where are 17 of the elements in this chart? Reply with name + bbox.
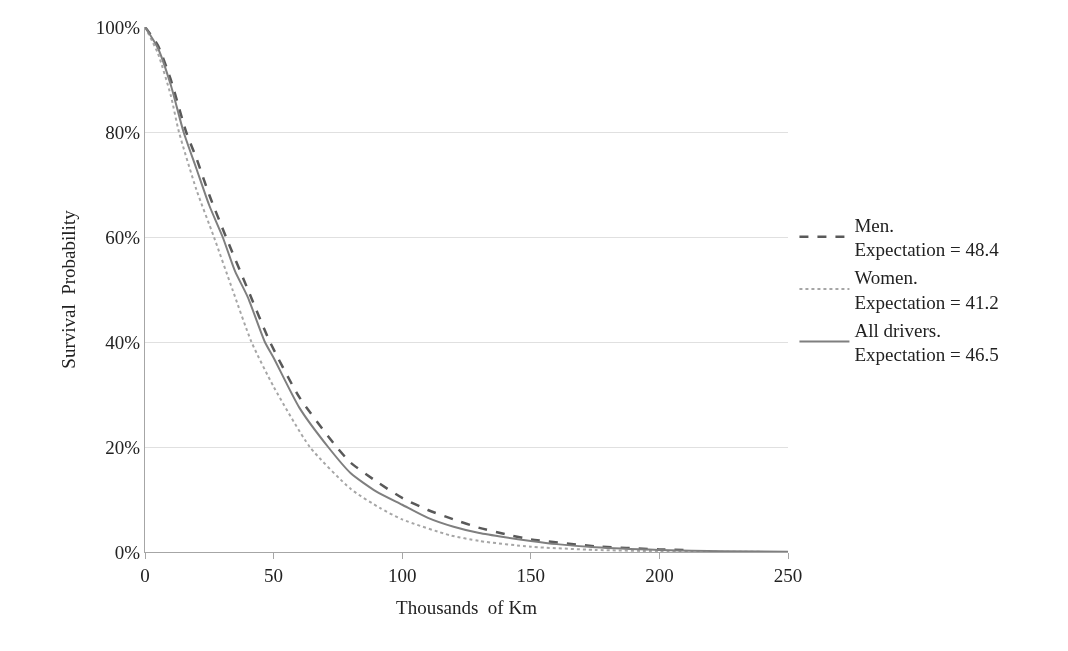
y-tick-label: 20%: [105, 436, 141, 458]
x-tick-label: 0: [140, 564, 150, 586]
legend-label: Men. Expectation = 48.4: [854, 214, 1000, 261]
y-tick-label: 60%: [105, 226, 141, 248]
x-tick-label: 250: [773, 564, 803, 586]
x-tick-label: 150: [516, 564, 546, 586]
x-axis-title: Thousands of Km: [396, 596, 538, 618]
legend-label: Women. Expectation = 41.2: [854, 267, 999, 313]
y-tick-label: 40%: [105, 331, 141, 353]
y-tick-label: 80%: [105, 121, 141, 143]
y-axis-title: Survival Probability: [57, 209, 79, 369]
x-tick-label: 200: [645, 564, 674, 586]
y-tick-label: 0%: [114, 541, 141, 563]
legend-label: All drivers. Expectation = 46.5: [854, 319, 999, 366]
x-tick-label: 50: [264, 564, 284, 586]
y-tick-label: 100%: [95, 16, 141, 38]
x-tick-label: 100: [387, 564, 417, 586]
